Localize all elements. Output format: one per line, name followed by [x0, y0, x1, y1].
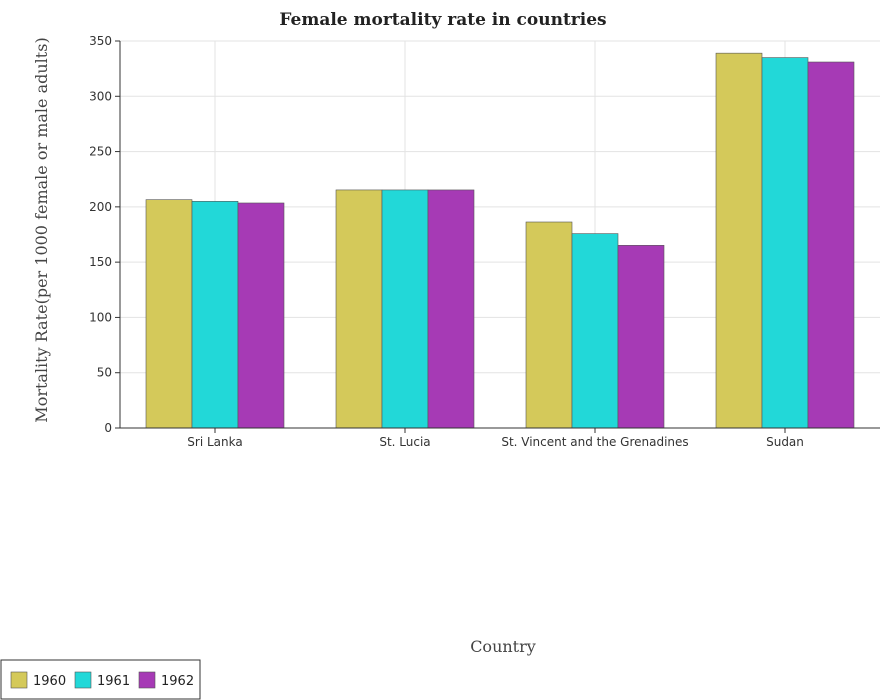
- legend-label-1960: 1960: [33, 674, 66, 689]
- bar-1962-3: [808, 62, 854, 428]
- bar-1962-1: [428, 190, 474, 428]
- legend: 1960 1961 1962: [1, 660, 200, 699]
- bar-1962-2: [618, 245, 664, 428]
- chart-title: Female mortality rate in countries: [279, 10, 606, 30]
- y-tick-label: 0: [104, 421, 112, 435]
- bar-1961-2: [572, 234, 618, 428]
- legend-swatch-1961: [75, 672, 91, 688]
- bar-1960-1: [336, 190, 382, 428]
- y-tick-label: 300: [89, 89, 112, 103]
- bar-1961-3: [762, 58, 808, 428]
- x-tick-label: Sudan: [766, 435, 804, 449]
- y-tick-label: 200: [89, 200, 112, 214]
- legend-swatch-1960: [11, 672, 27, 688]
- bar-1962-0: [238, 203, 284, 428]
- legend-label-1961: 1961: [97, 674, 130, 689]
- bar-1960-0: [146, 200, 192, 428]
- y-tick-label: 150: [89, 255, 112, 269]
- x-axis-label: Country: [470, 637, 536, 656]
- bar-1961-1: [382, 190, 428, 428]
- legend-swatch-1962: [139, 672, 155, 688]
- x-tick-label: St. Lucia: [379, 435, 430, 449]
- x-tick-label: St. Vincent and the Grenadines: [501, 435, 688, 449]
- y-tick-label: 50: [97, 366, 112, 380]
- y-tick-label: 250: [89, 145, 112, 159]
- y-tick-label: 350: [89, 34, 112, 48]
- y-axis-label: Mortality Rate(per 1000 female or male a…: [32, 37, 51, 422]
- bar-1960-3: [716, 53, 762, 428]
- legend-label-1962: 1962: [161, 674, 194, 689]
- y-tick-label: 100: [89, 310, 112, 324]
- bar-1961-0: [192, 201, 238, 428]
- bar-1960-2: [526, 222, 572, 428]
- x-tick-label: Sri Lanka: [187, 435, 242, 449]
